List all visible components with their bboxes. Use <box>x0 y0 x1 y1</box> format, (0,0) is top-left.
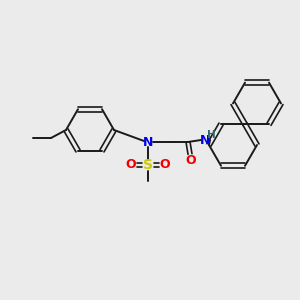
Text: N: N <box>200 134 210 146</box>
Text: S: S <box>143 158 153 172</box>
Text: O: O <box>126 158 136 172</box>
Text: O: O <box>160 158 170 172</box>
Text: N: N <box>143 136 153 148</box>
Text: O: O <box>186 154 196 166</box>
Text: H: H <box>207 130 215 140</box>
